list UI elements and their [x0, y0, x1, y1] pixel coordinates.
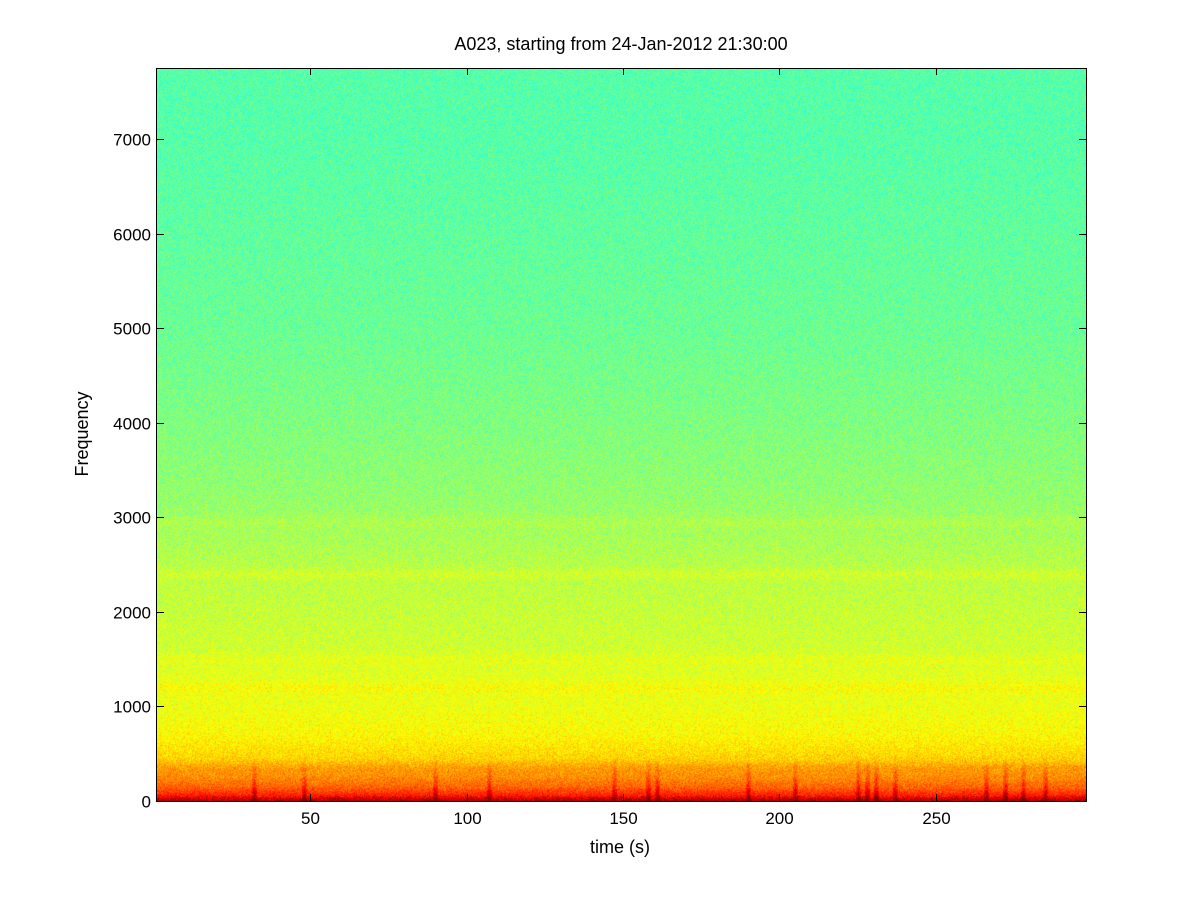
x-tick-label: 50: [301, 809, 320, 828]
y-tick-label: 1000: [113, 698, 151, 717]
axis-ticks-layer: 50 100 150 200 250 0 1000 2000 3000 4000 5000 6000 7…: [113, 68, 1086, 828]
chart-title: A023, starting from 24-Jan-2012 21:30:00: [454, 34, 787, 54]
plot-area-frame: [156, 68, 1087, 802]
y-tick-label: 6000: [113, 226, 151, 245]
x-tick-label: 100: [453, 809, 481, 828]
x-tick-label: 200: [765, 809, 793, 828]
x-tick-label: 150: [609, 809, 637, 828]
y-tick-label: 7000: [113, 131, 151, 150]
y-tick-label: 4000: [113, 415, 151, 434]
y-tick-label: 2000: [113, 604, 151, 623]
spectrogram-image: [157, 68, 1086, 801]
y-axis-label: Frequency: [72, 391, 92, 476]
y-tick-label: 5000: [113, 320, 151, 339]
x-tick-label: 250: [922, 809, 950, 828]
x-axis-label: time (s): [590, 837, 650, 857]
y-tick-label: 0: [142, 793, 151, 812]
y-tick-label: 3000: [113, 509, 151, 528]
spectrogram-image-frame: [157, 68, 1086, 801]
